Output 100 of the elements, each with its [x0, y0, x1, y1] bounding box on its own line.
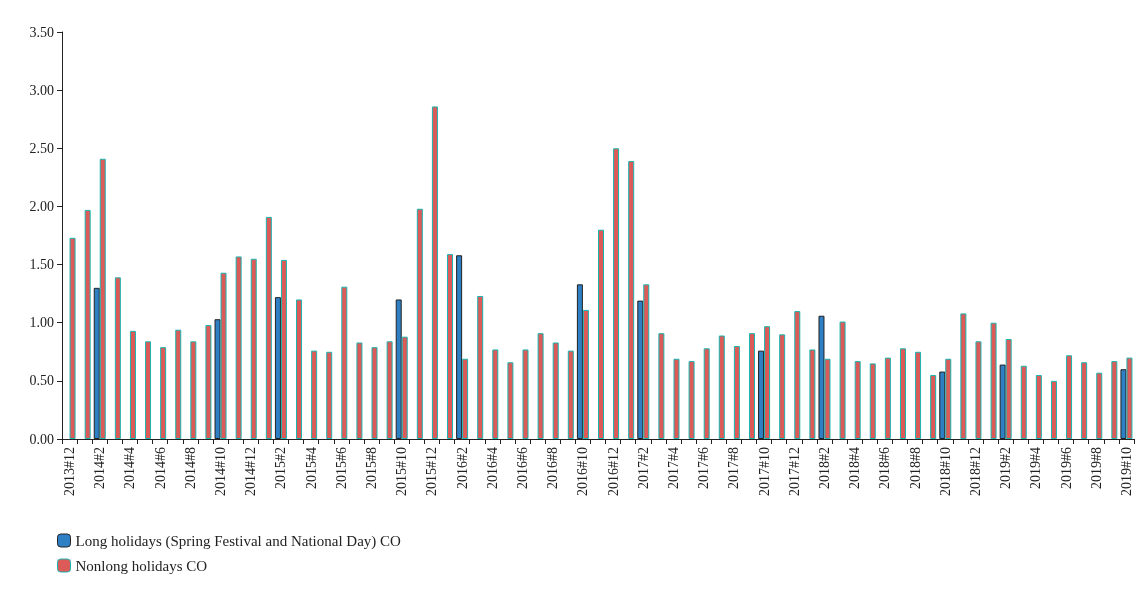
y-tick-label: 2.50 [29, 140, 54, 156]
bar [628, 161, 635, 439]
bar [1111, 361, 1118, 439]
legend-label: Long holidays (Spring Festival and National Day) CO [75, 532, 402, 550]
x-tick-label: 2015#10 [394, 447, 410, 496]
bar [643, 284, 650, 439]
x-tick-label: 2015#6 [333, 447, 349, 489]
bar [1081, 362, 1088, 439]
bar [205, 325, 212, 439]
y-tick-label: 0.50 [29, 373, 54, 389]
x-tick-label: 2018#10 [937, 447, 953, 496]
bar [764, 326, 771, 439]
bar [114, 277, 121, 439]
bar [356, 342, 363, 439]
bar [190, 341, 197, 439]
y-tick-label: 1.00 [29, 315, 54, 331]
bar [748, 333, 755, 439]
bar [220, 272, 227, 439]
bar [250, 258, 257, 439]
x-tick-label: 2014#6 [152, 447, 168, 489]
bar [326, 351, 333, 439]
bar [854, 361, 861, 439]
bar [658, 333, 665, 439]
bar [145, 341, 152, 439]
bar [84, 209, 91, 439]
bar [341, 286, 348, 439]
x-tick-label: 2017#10 [756, 447, 772, 496]
x-tick-label: 2013#12 [62, 447, 78, 496]
bar [1126, 357, 1133, 439]
bar [1035, 375, 1042, 439]
x-tick-label: 2014#10 [213, 447, 229, 496]
bar [884, 357, 891, 439]
bar [688, 361, 695, 439]
bar [809, 349, 816, 439]
bar [265, 216, 272, 439]
x-tick-label: 2016#8 [545, 447, 561, 489]
bar [69, 237, 76, 439]
bar [733, 345, 740, 439]
bar [386, 341, 393, 439]
bar [613, 148, 620, 439]
x-tick-label: 2019#4 [1028, 447, 1044, 489]
x-tick-label: 2018#4 [847, 447, 863, 489]
bar [990, 322, 997, 439]
x-tick-label: 2015#8 [364, 447, 380, 489]
bar [447, 254, 454, 439]
bar [175, 329, 182, 439]
x-tick-label: 2018#6 [877, 447, 893, 489]
bar [160, 347, 167, 439]
x-tick-label: 2015#2 [273, 447, 289, 489]
x-tick-label: 2016#6 [515, 447, 531, 489]
bar [869, 363, 876, 439]
bar [794, 311, 801, 439]
bar [598, 229, 604, 439]
x-tick-label: 2017#6 [696, 447, 712, 489]
x-tick-label: 2018#8 [907, 447, 923, 489]
x-tick-label: 2014#4 [122, 447, 138, 489]
bar [930, 375, 937, 439]
bar [718, 335, 725, 439]
bar [703, 348, 710, 439]
bar [673, 358, 680, 439]
bar [552, 342, 559, 439]
bar [296, 299, 303, 439]
y-tick-label: 3.00 [29, 82, 54, 98]
bar [492, 349, 499, 439]
bar [462, 358, 469, 439]
bar [431, 106, 438, 439]
bar [416, 208, 423, 439]
bar [311, 350, 318, 439]
bar [401, 336, 408, 439]
bar [779, 334, 786, 439]
x-tick-label: 2015#12 [424, 447, 440, 496]
bar [915, 351, 922, 439]
bar [945, 358, 952, 439]
bar [235, 256, 242, 439]
x-tick-label: 2014#12 [243, 447, 259, 496]
x-tick-label: 2019#2 [998, 447, 1014, 489]
bar [975, 341, 982, 439]
bar [1066, 355, 1073, 439]
legend-label: Nonlong holidays CO [75, 557, 208, 574]
x-tick-label: 2018#2 [816, 447, 832, 489]
bar [1050, 380, 1057, 439]
y-tick-label: 1.50 [29, 257, 54, 273]
y-tick-label: 2.00 [29, 198, 54, 214]
bar [99, 158, 106, 439]
bar [522, 349, 529, 439]
bar [280, 259, 287, 439]
bar [899, 348, 906, 439]
x-tick-label: 2016#2 [454, 447, 470, 489]
bar [824, 358, 831, 439]
y-tick-label: 3.50 [29, 24, 54, 40]
x-tick-label: 2014#8 [182, 447, 198, 489]
x-tick-label: 2017#4 [665, 447, 681, 489]
bar [1096, 372, 1103, 439]
x-tick-label: 2019#6 [1058, 447, 1074, 489]
bar [582, 309, 589, 439]
y-tick-label: 0.00 [29, 431, 54, 447]
bar [839, 321, 846, 439]
x-tick-label: 2017#8 [726, 447, 742, 489]
bar [129, 330, 136, 439]
x-tick-label: 2016#10 [575, 447, 591, 496]
